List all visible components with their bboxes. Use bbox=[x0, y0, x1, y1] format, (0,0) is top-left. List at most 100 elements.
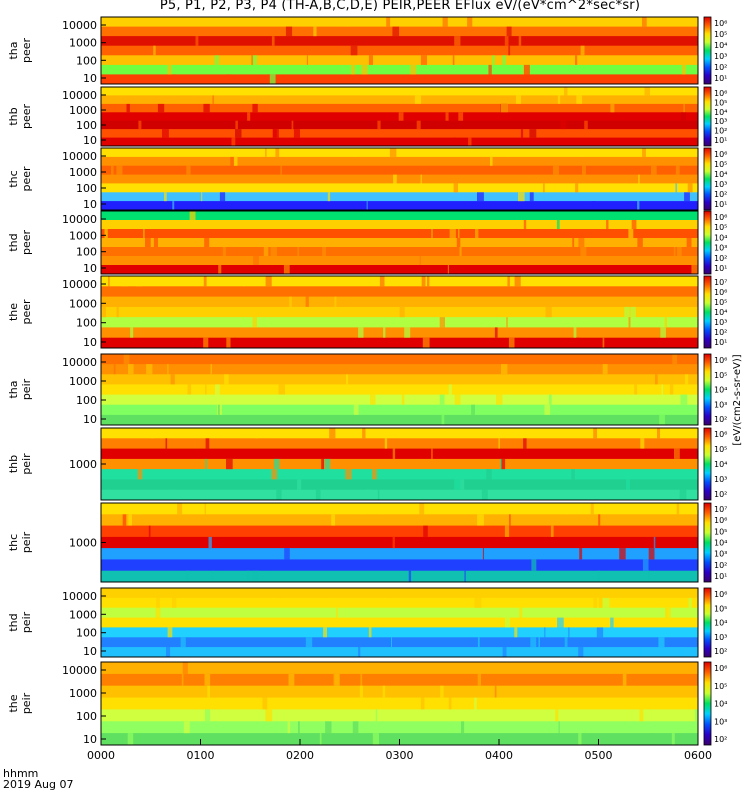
spectrogram-texture bbox=[440, 685, 444, 698]
spectrogram-texture bbox=[180, 637, 186, 648]
spectrogram-texture bbox=[660, 327, 666, 338]
spectrogram-texture bbox=[322, 247, 326, 256]
colorbar bbox=[703, 661, 712, 746]
spectrogram-texture bbox=[556, 220, 560, 229]
spectrogram-texture bbox=[447, 265, 449, 274]
y-tick-label: 10000 bbox=[62, 89, 97, 102]
spectrogram-texture bbox=[252, 103, 258, 113]
spectrogram-texture bbox=[452, 55, 455, 65]
colorbar-tick-label: 10⁵ bbox=[714, 445, 727, 454]
spectrogram-band bbox=[101, 156, 698, 167]
panel-label: thc bbox=[7, 534, 20, 551]
spectrogram-texture bbox=[593, 428, 597, 439]
spectrogram-texture bbox=[579, 548, 583, 560]
spectrogram-texture bbox=[222, 247, 226, 256]
panel-sublabel: peer bbox=[20, 166, 33, 192]
spectrogram-texture bbox=[622, 673, 627, 686]
spectrogram-texture bbox=[167, 64, 172, 75]
colorbar bbox=[703, 587, 712, 658]
spectrogram-texture bbox=[226, 337, 231, 348]
spectrogram-texture bbox=[288, 673, 295, 686]
colorbar-tick-label: 10⁴ bbox=[714, 170, 727, 179]
spectrogram-texture bbox=[386, 17, 391, 27]
spectrogram-band bbox=[101, 364, 698, 375]
spectrogram-texture bbox=[195, 36, 199, 46]
colorbar-tick-label: 10⁵ bbox=[714, 298, 727, 307]
x-tick-label: 0600 bbox=[684, 749, 712, 762]
spectrogram-texture bbox=[352, 414, 355, 425]
spectrogram-texture bbox=[321, 458, 324, 470]
spectrogram-texture bbox=[235, 129, 242, 138]
y-tick-label: 10 bbox=[83, 413, 97, 426]
spectrogram-texture bbox=[647, 570, 651, 582]
spectrogram-texture bbox=[162, 129, 169, 138]
spectrogram-texture bbox=[183, 721, 190, 734]
spectrogram-texture bbox=[467, 17, 473, 27]
spectrogram-texture bbox=[582, 165, 586, 175]
y-tick-label: 10000 bbox=[62, 19, 97, 32]
colorbar-tick-label: 10⁶ bbox=[714, 516, 727, 525]
spectrogram-texture bbox=[590, 503, 594, 515]
spectrogram-texture bbox=[431, 448, 433, 459]
y-tick-label: 100 bbox=[76, 54, 97, 67]
spectrogram-texture bbox=[252, 55, 257, 65]
spectrogram-texture bbox=[172, 201, 175, 210]
spectrogram-texture bbox=[639, 709, 644, 722]
spectrogram-texture bbox=[182, 662, 188, 674]
spectrogram-band bbox=[101, 607, 698, 619]
colorbar-tick-label: 10⁴ bbox=[714, 386, 727, 395]
spectrogram-texture bbox=[108, 276, 110, 287]
y-tick-label: 100 bbox=[76, 394, 97, 407]
spectrogram-band bbox=[101, 374, 698, 385]
colorbar-tick-label: 10² bbox=[714, 328, 727, 337]
spectrogram-band bbox=[101, 637, 698, 648]
spectrogram-texture bbox=[382, 685, 386, 698]
colorbar-tick-label: 10² bbox=[714, 490, 727, 499]
x-tick-label: 0000 bbox=[87, 749, 115, 762]
y-tick-label: 1000 bbox=[69, 229, 97, 242]
spectrogram-band bbox=[101, 479, 698, 491]
spectrogram-texture bbox=[104, 229, 108, 238]
spectrogram-texture bbox=[327, 192, 331, 202]
spectrogram-texture bbox=[205, 438, 210, 449]
spectrogram-texture bbox=[610, 617, 614, 628]
spectrogram-texture bbox=[419, 503, 425, 515]
spectrogram-texture bbox=[207, 685, 210, 698]
spectrogram-texture bbox=[362, 428, 366, 439]
spectrogram-texture bbox=[531, 559, 537, 571]
spectrogram-texture bbox=[231, 137, 236, 146]
spectrogram-texture bbox=[379, 276, 385, 287]
spectrogram-texture bbox=[655, 374, 658, 385]
spectrogram-texture bbox=[523, 220, 527, 229]
spectrogram-texture bbox=[215, 384, 220, 395]
spectrogram-texture bbox=[325, 721, 332, 734]
spectrogram-band bbox=[101, 220, 698, 230]
spectrogram-texture bbox=[143, 229, 145, 238]
spectrogram-band bbox=[101, 536, 698, 549]
colorbar-tick-label: 10⁴ bbox=[714, 460, 727, 469]
y-tick-label: 10 bbox=[83, 645, 97, 658]
spectrogram-band bbox=[101, 95, 698, 105]
colorbar-tick-label: 10² bbox=[714, 190, 727, 199]
spectrogram-texture bbox=[368, 55, 373, 65]
spectrogram-texture bbox=[520, 129, 524, 138]
spectrogram-texture bbox=[172, 588, 179, 598]
spectrogram-band bbox=[101, 229, 698, 239]
panel-frame bbox=[100, 210, 699, 275]
spectrogram-texture bbox=[619, 548, 626, 560]
spectrogram-texture bbox=[404, 327, 411, 338]
colorbar-tick-label: 10⁴ bbox=[714, 108, 727, 117]
spectrogram-texture bbox=[454, 394, 461, 405]
y-tick-label: 100 bbox=[76, 710, 97, 723]
spectrogram-texture bbox=[560, 87, 562, 96]
colorbar-tick-label: 10¹ bbox=[714, 572, 727, 581]
spectrogram-texture bbox=[127, 733, 134, 745]
spectrogram-texture bbox=[334, 296, 337, 307]
spectrogram-band bbox=[101, 404, 698, 416]
spectrogram-band bbox=[101, 647, 698, 658]
colorbar-tick-label: 10⁴ bbox=[714, 41, 727, 50]
spectrogram-texture bbox=[380, 503, 384, 515]
spectrogram-texture bbox=[468, 137, 472, 146]
colorbar-tick-label: 10⁵ bbox=[714, 371, 727, 380]
spectrogram-texture bbox=[684, 374, 689, 385]
